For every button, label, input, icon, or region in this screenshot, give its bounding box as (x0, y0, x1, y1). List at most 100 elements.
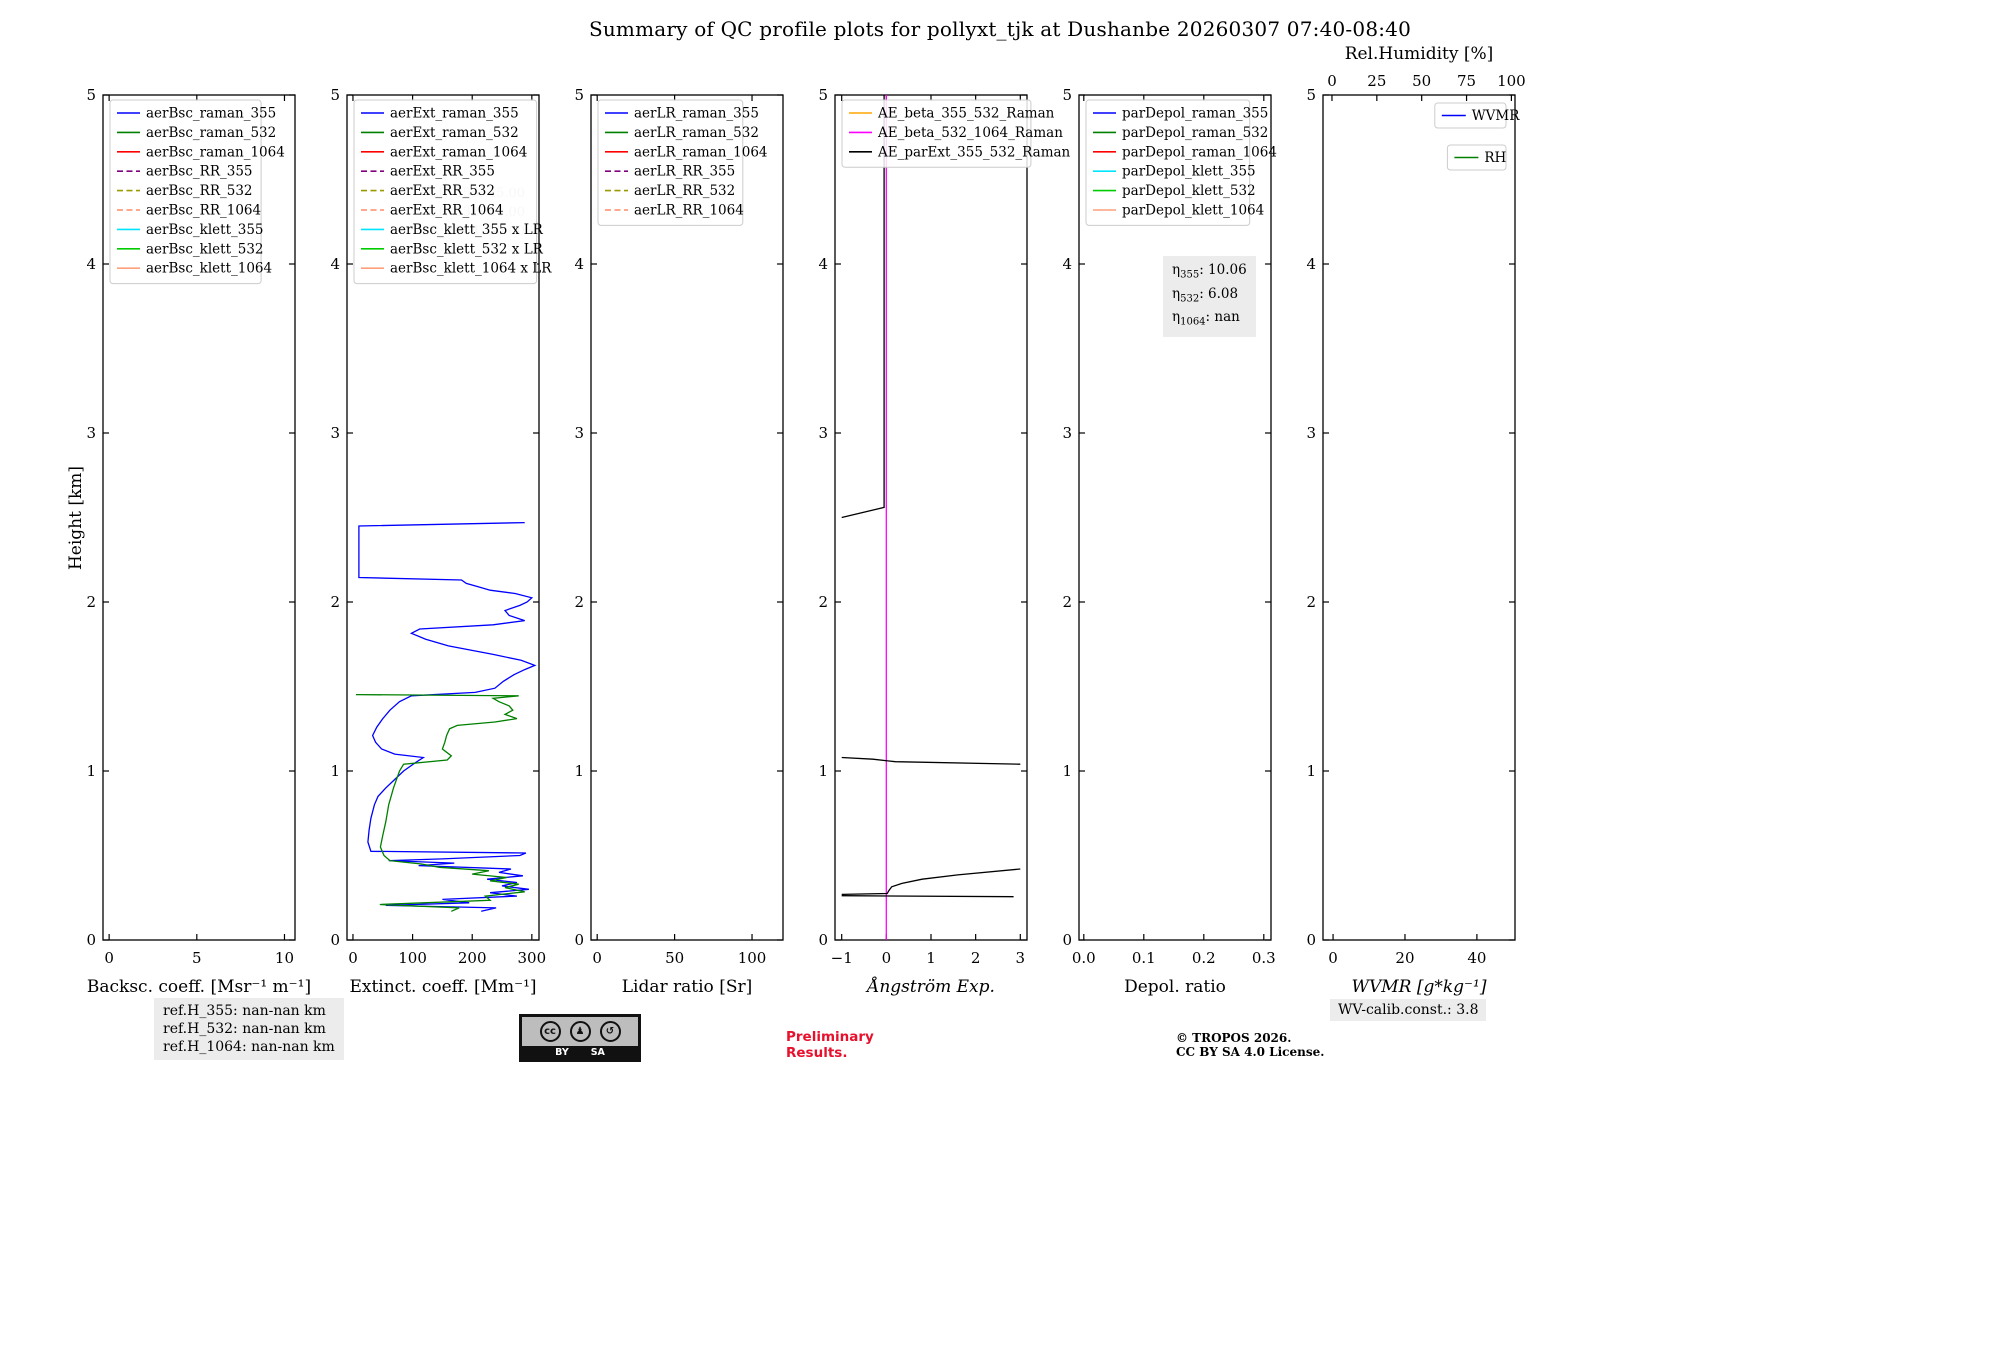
legend-label: aerBsc_raman_532 (146, 125, 276, 141)
legend-label: aerExt_RR_355 (390, 164, 495, 180)
legend-label: aerBsc_raman_1064 (146, 144, 285, 160)
legend-label: aerLR_RR_1064 (634, 203, 744, 219)
x-tick-label: 3 (1016, 949, 1026, 967)
x-axis-label-extinction: Extinct. coeff. [Mm⁻¹] (349, 977, 536, 997)
y-tick-label: 2 (1306, 593, 1316, 611)
panel-frame-depol (1078, 94, 1272, 941)
legend-label: aerBsc_klett_532 (146, 241, 264, 257)
legend-label: aerBsc_klett_355 (146, 222, 264, 238)
series-AE_parExt_355_532_Raman (841, 95, 885, 519)
y-tick-label: 0 (86, 931, 96, 949)
panel-frame-lidar_ratio (590, 94, 784, 941)
x-tick-label: 0 (104, 949, 114, 967)
legend-label: parDepol_raman_355 (1122, 106, 1268, 122)
legend-label: parDepol_klett_355 (1122, 164, 1256, 180)
attribution-person-icon: ♟ (569, 1021, 591, 1042)
legend-label: aerLR_RR_355 (634, 164, 735, 180)
y-tick-label: 0 (330, 931, 340, 949)
x-tick-label: 0 (592, 949, 602, 967)
y-tick-label: 5 (574, 86, 584, 104)
y-tick-label: 2 (1062, 593, 1072, 611)
y-tick-label: 1 (818, 762, 828, 780)
legend-label: RH (1484, 150, 1506, 166)
cc-icon: cc (539, 1021, 561, 1042)
reference-height-box: ref.H_355: nan-nan km ref.H_532: nan-nan… (154, 998, 344, 1060)
x-tick-label: 10 (275, 949, 294, 967)
legend-box (841, 99, 1032, 168)
panel-frame-extinction (346, 94, 540, 941)
panel-frame-wvmr (1322, 94, 1516, 941)
legend-label: aerExt_RR_1064 (390, 203, 504, 219)
legend-label: parDepol_klett_532 (1122, 183, 1256, 199)
legend-label: aerBsc_klett_532 x LR (390, 241, 544, 257)
y-tick-label: 0 (574, 931, 584, 949)
legend-label: aerBsc_klett_1064 (146, 261, 272, 277)
legend-box (1434, 102, 1507, 129)
legend-label: aerBsc_RR_532 (146, 183, 253, 199)
legend-label: aerBsc_klett_355 x LR (390, 222, 544, 238)
y-tick-label: 1 (1306, 762, 1316, 780)
y-tick-label: 5 (86, 86, 96, 104)
cc-license-badge: cc ♟ ↺ BY SA (519, 1014, 641, 1062)
x-axis-label-depol: Depol. ratio (1124, 977, 1226, 997)
cc-badge-bar: BY SA (522, 1046, 638, 1059)
legend-label: aerLR_raman_1064 (634, 144, 768, 160)
legend-box (109, 99, 262, 285)
y-tick-label: 4 (818, 255, 828, 273)
preliminary-results-note: Preliminary Results. (786, 1029, 874, 1061)
y-tick-label: 1 (330, 762, 340, 780)
y-tick-label: 5 (330, 86, 340, 104)
wv-calib-note: WV-calib.const.: 3.8 (1330, 999, 1487, 1021)
copyright-note: © TROPOS 2026. CC BY SA 4.0 License. (1176, 1031, 1325, 1059)
panel-frame-angstrom (834, 94, 1028, 941)
y-tick-label: 1 (574, 762, 584, 780)
x-tick-label: 40 (1467, 949, 1486, 967)
series-AE_parExt_355_532_Raman (841, 895, 1014, 898)
y-tick-label: 3 (1306, 424, 1316, 442)
series-AE_parExt_355_532_Raman (841, 756, 1021, 765)
y-tick-label: 4 (1062, 255, 1072, 273)
x-tick-label: 50 (665, 949, 684, 967)
x-tick-label: 100 (738, 949, 767, 967)
top-axis-tick-label: 75 (1457, 72, 1476, 90)
cc-badge-icons: cc ♟ ↺ (522, 1017, 638, 1046)
legend-label: AE_beta_532_1064_Raman (877, 125, 1063, 141)
legend-label: aerLR_raman_532 (634, 125, 759, 141)
cc-by-label: BY (555, 1047, 569, 1058)
ref-height-1064: ref.H_1064: nan-nan km (163, 1039, 335, 1055)
legend-label: parDepol_raman_1064 (1122, 144, 1277, 160)
top-axis-tick-label: 100 (1497, 72, 1526, 90)
y-tick-label: 0 (818, 931, 828, 949)
x-tick-label: 300 (518, 949, 547, 967)
legend-label: aerLR_raman_355 (634, 106, 759, 122)
x-tick-label: 200 (458, 949, 487, 967)
y-tick-label: 0 (1062, 931, 1072, 949)
ref-height-355: ref.H_355: nan-nan km (163, 1003, 326, 1019)
x-axis-label-lidar_ratio: Lidar ratio [Sr] (622, 977, 752, 997)
y-tick-label: 4 (86, 255, 96, 273)
eta-532-value: η532: 6.08 (1172, 285, 1239, 305)
legend-label: WVMR (1472, 108, 1520, 124)
top-axis-label: Rel.Humidity [%] (1345, 44, 1494, 64)
y-tick-label: 2 (818, 593, 828, 611)
x-tick-label: 5 (192, 949, 202, 967)
y-tick-label: 4 (574, 255, 584, 273)
legend-label: aerLR_RR_532 (634, 183, 735, 199)
legend-label: aerBsc_RR_1064 (146, 203, 261, 219)
top-axis-tick-label: 25 (1367, 72, 1386, 90)
y-tick-label: 2 (330, 593, 340, 611)
x-tick-label: 0 (1328, 949, 1338, 967)
y-tick-label: 4 (330, 255, 340, 273)
y-tick-label: 5 (818, 86, 828, 104)
legend-label: aerBsc_klett_1064 x LR (390, 261, 552, 277)
series-aerExt_355 (358, 521, 537, 912)
y-tick-label: 3 (86, 424, 96, 442)
top-axis-tick-label: 0 (1327, 72, 1337, 90)
series-aerExt_532 (355, 693, 525, 912)
x-tick-label: 0.2 (1192, 949, 1216, 967)
x-axis-label-wvmr: WVMR [g*kg⁻¹] (1352, 977, 1487, 997)
eta-1064-value: η1064: nan (1172, 309, 1240, 329)
y-tick-label: 5 (1062, 86, 1072, 104)
x-tick-label: 20 (1395, 949, 1414, 967)
legend-label: aerExt_raman_355 (390, 106, 519, 122)
